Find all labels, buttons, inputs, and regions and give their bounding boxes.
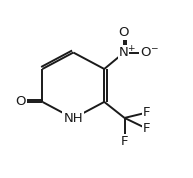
Text: +: +: [127, 44, 135, 53]
Text: N: N: [119, 46, 128, 59]
Text: O: O: [141, 46, 151, 59]
Text: F: F: [143, 122, 151, 135]
Text: O: O: [118, 26, 129, 39]
Text: O: O: [15, 95, 25, 108]
Text: F: F: [121, 135, 128, 148]
Text: −: −: [150, 43, 157, 52]
Text: NH: NH: [63, 112, 83, 125]
Text: F: F: [143, 106, 151, 119]
